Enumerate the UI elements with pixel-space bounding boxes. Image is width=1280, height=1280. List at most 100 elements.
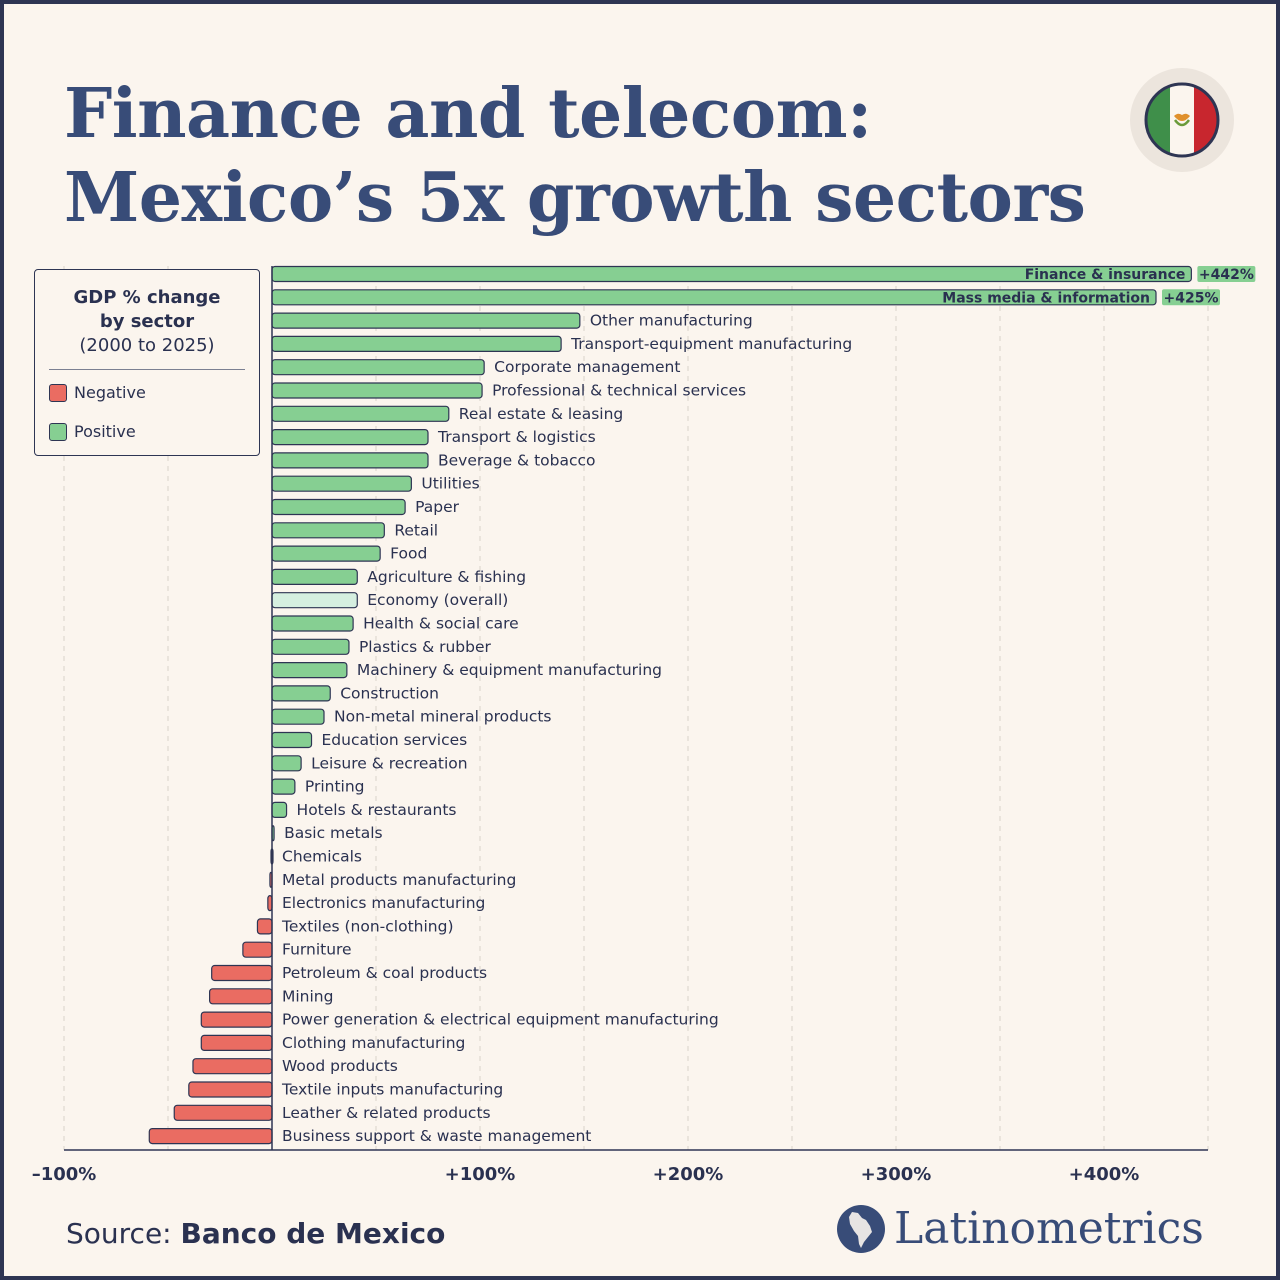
bar-category-label: Utilities [421, 475, 479, 493]
bar-category-label: Beverage & tobacco [438, 451, 596, 469]
bar-category-label: Chemicals [282, 848, 362, 866]
legend-title: GDP % change by sector [35, 286, 259, 334]
bar-category-label: Mass media & information [942, 290, 1150, 306]
bar [242, 941, 273, 958]
brand-name: Latinometrics [894, 1203, 1204, 1254]
bar-category-label: Health & social care [363, 615, 519, 633]
bar-category-label: Electronics manufacturing [282, 894, 485, 912]
bar-category-label: Leisure & recreation [311, 754, 467, 772]
mexico-flag-icon [1130, 68, 1234, 172]
bar-category-label: Education services [322, 731, 468, 749]
bar [271, 615, 354, 632]
gdp-change-bar-chart: –100% +100% +200% +300% +400% Finance & insur… [32, 265, 1256, 1185]
bar [148, 1127, 273, 1145]
bar-category-label: Mining [282, 987, 333, 1005]
bar [271, 545, 381, 562]
bar [271, 661, 348, 679]
bar [271, 801, 288, 819]
x-tick-label: +400% [1069, 1164, 1140, 1185]
bar-category-label: Wood products [282, 1057, 398, 1075]
bar-category-label: Non-metal mineral products [334, 708, 552, 726]
x-tick-label: +300% [861, 1164, 932, 1185]
bar [173, 1104, 273, 1121]
bar [271, 452, 429, 469]
bar-category-label: Power generation & electrical equipment … [282, 1011, 719, 1029]
chart-legend: GDP % change by sector (2000 to 2025) Ne… [34, 269, 260, 456]
bar-category-label: Furniture [282, 941, 352, 959]
page-title: Finance and telecom: Mexico’s 5x growth … [64, 72, 1114, 240]
legend-subtitle: (2000 to 2025) [79, 335, 215, 356]
bar [188, 1081, 273, 1098]
bar [271, 755, 302, 772]
legend-title-line-1: GDP % change [73, 287, 221, 308]
bar-category-label: Leather & related products [282, 1104, 491, 1122]
bar-category-label: Food [390, 545, 427, 563]
bar [271, 382, 483, 399]
bar [211, 964, 273, 982]
bar [271, 405, 450, 422]
latinometrics-logo-icon [837, 1205, 885, 1253]
bar [271, 475, 412, 492]
bar [271, 359, 485, 376]
bar [192, 1058, 273, 1075]
value-badge [1162, 289, 1220, 306]
bar [271, 592, 358, 609]
bar-category-label: Professional & technical services [492, 382, 746, 400]
bar-category-label: Finance & insurance [1025, 267, 1186, 283]
bar [271, 568, 358, 586]
x-tick-label: –100% [32, 1164, 97, 1185]
bar-category-label: Business support & waste management [282, 1127, 591, 1145]
bar-category-label: Textiles (non-clothing) [281, 917, 454, 935]
bar-category-label: Other manufacturing [590, 312, 753, 330]
bar [271, 708, 325, 725]
bar [271, 685, 331, 702]
bar-category-label: Transport-equipment manufacturing [570, 335, 852, 353]
legend-divider [49, 369, 245, 370]
bar-value-label: +425% [1164, 290, 1219, 306]
bar [271, 335, 562, 352]
bar [271, 498, 406, 516]
bar-category-label: Machinery & equipment manufacturing [357, 661, 662, 679]
bar [271, 638, 350, 655]
bar-category-label: Textile inputs manufacturing [281, 1081, 503, 1099]
bar [200, 1011, 273, 1028]
bar-category-label: Clothing manufacturing [282, 1034, 465, 1052]
source-prefix: Source: [66, 1217, 172, 1250]
bar-category-label: Printing [305, 778, 365, 796]
legend-label-negative: Negative [74, 383, 146, 402]
positive-swatch [49, 423, 67, 441]
bar-value-label: +442% [1199, 267, 1254, 283]
bar-category-label: Agriculture & fishing [367, 568, 526, 586]
bar-category-label: Hotels & restaurants [297, 801, 457, 819]
bar [271, 731, 313, 749]
bar [271, 312, 581, 329]
title-line-1: Finance and telecom: [64, 74, 872, 154]
bar-category-label: Construction [340, 684, 439, 702]
bar-category-label: Petroleum & coal products [282, 964, 487, 982]
bar-category-label: Metal products manufacturing [282, 871, 516, 889]
bar-category-label: Retail [394, 521, 438, 539]
x-tick-label: +100% [445, 1164, 516, 1185]
bar-category-label: Basic metals [284, 824, 383, 842]
bar [271, 429, 429, 446]
bar-category-label: Corporate management [494, 358, 680, 376]
gridlines [63, 266, 1209, 1150]
x-tick-label: +200% [653, 1164, 724, 1185]
bar-category-label: Economy (overall) [367, 591, 508, 609]
value-badge [1197, 266, 1256, 282]
bar [271, 522, 385, 539]
bar-category-label: Paper [415, 498, 460, 516]
bar [271, 778, 296, 795]
title-line-2: Mexico’s 5x growth sectors [64, 158, 1086, 238]
bar-category-label: Real estate & leasing [459, 405, 623, 423]
source-name: Banco de Mexico [180, 1217, 446, 1250]
bar [209, 988, 273, 1005]
source-note: Source: Banco de Mexico [66, 1216, 445, 1252]
negative-swatch [49, 384, 67, 402]
bar [256, 918, 273, 935]
bar-category-label: Plastics & rubber [359, 638, 492, 656]
bar-category-label: Transport & logistics [437, 428, 596, 446]
brand-logo: Latinometrics [836, 1200, 1236, 1260]
legend-label-positive: Positive [74, 422, 136, 441]
